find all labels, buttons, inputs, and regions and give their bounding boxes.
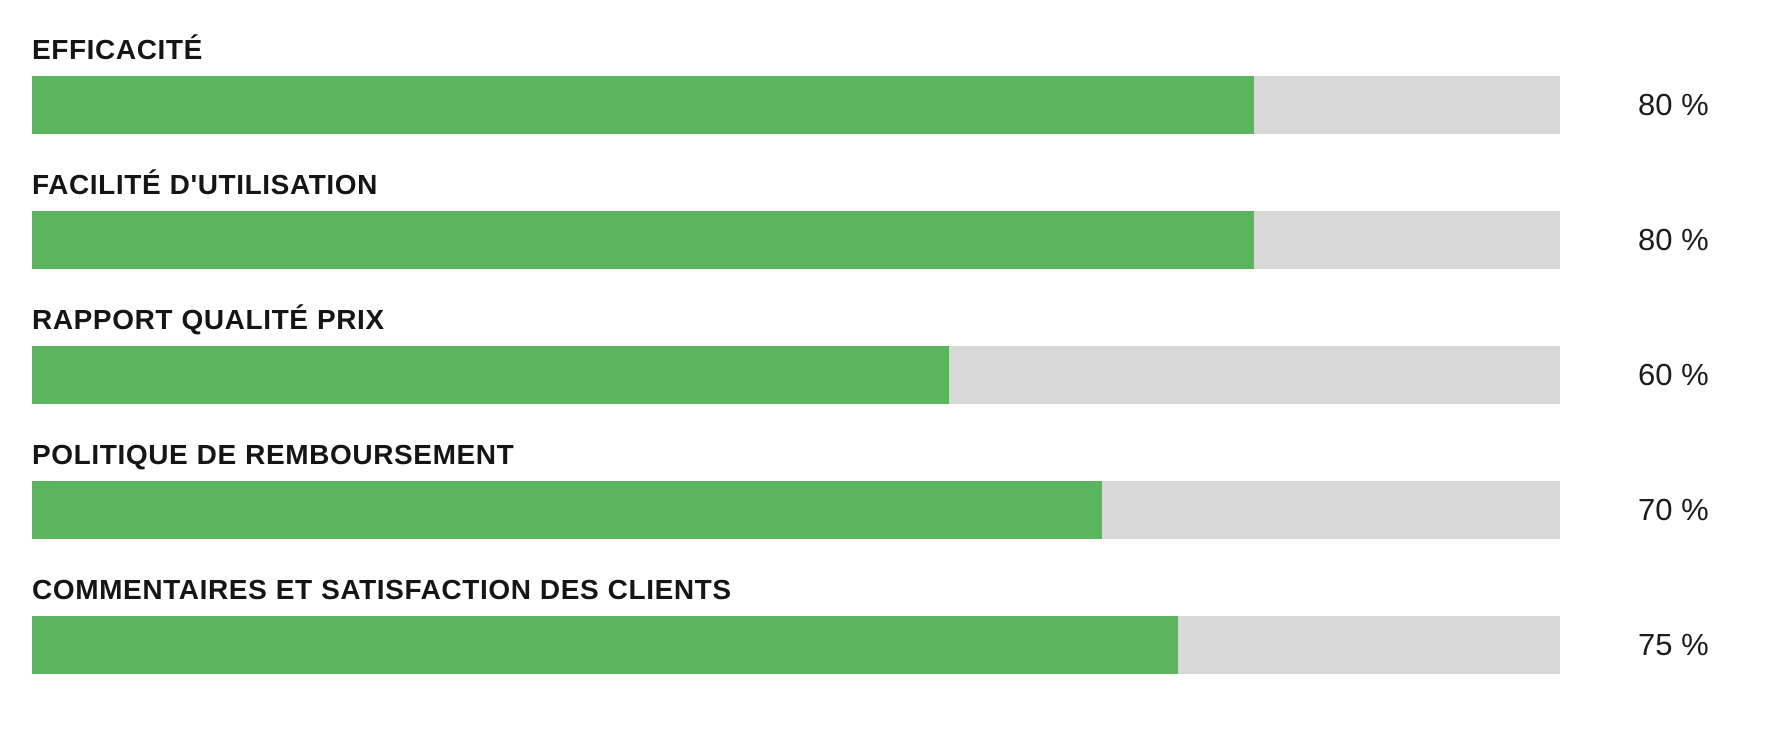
bar-label: EFFICACITÉ (32, 34, 203, 65)
bar-line: 70 % (32, 481, 1770, 539)
rating-bar-chart: EFFICACITÉ 80 % FACILITÉ D'UTILISATION 8… (32, 33, 1770, 708)
bar-line: 80 % (32, 211, 1770, 269)
bar-value: 80 % (1638, 222, 1709, 257)
bar-value: 75 % (1638, 627, 1709, 662)
bar-value: 80 % (1638, 87, 1709, 122)
bar-row: COMMENTAIRES ET SATISFACTION DES CLIENTS… (32, 573, 1770, 708)
bar-row: FACILITÉ D'UTILISATION 80 % (32, 168, 1770, 303)
bar-label: POLITIQUE DE REMBOURSEMENT (32, 439, 515, 470)
bar-track (32, 346, 1560, 404)
bar-line: 75 % (32, 616, 1770, 674)
bar-fill (32, 481, 1102, 539)
bar-fill (32, 211, 1255, 269)
bar-fill (32, 346, 949, 404)
bar-track (32, 481, 1560, 539)
bar-label: FACILITÉ D'UTILISATION (32, 169, 378, 200)
bar-line: 60 % (32, 346, 1770, 404)
bar-line: 80 % (32, 76, 1770, 134)
bar-fill (32, 76, 1255, 134)
bar-track (32, 211, 1560, 269)
bar-value: 60 % (1638, 357, 1709, 392)
bar-label: COMMENTAIRES ET SATISFACTION DES CLIENTS (32, 574, 732, 605)
bar-track (32, 76, 1560, 134)
bar-label: RAPPORT QUALITÉ PRIX (32, 304, 385, 335)
bar-track (32, 616, 1560, 674)
bar-row: POLITIQUE DE REMBOURSEMENT 70 % (32, 438, 1770, 573)
bar-row: RAPPORT QUALITÉ PRIX 60 % (32, 303, 1770, 438)
bar-value: 70 % (1638, 492, 1709, 527)
bar-row: EFFICACITÉ 80 % (32, 33, 1770, 168)
bar-fill (32, 616, 1178, 674)
